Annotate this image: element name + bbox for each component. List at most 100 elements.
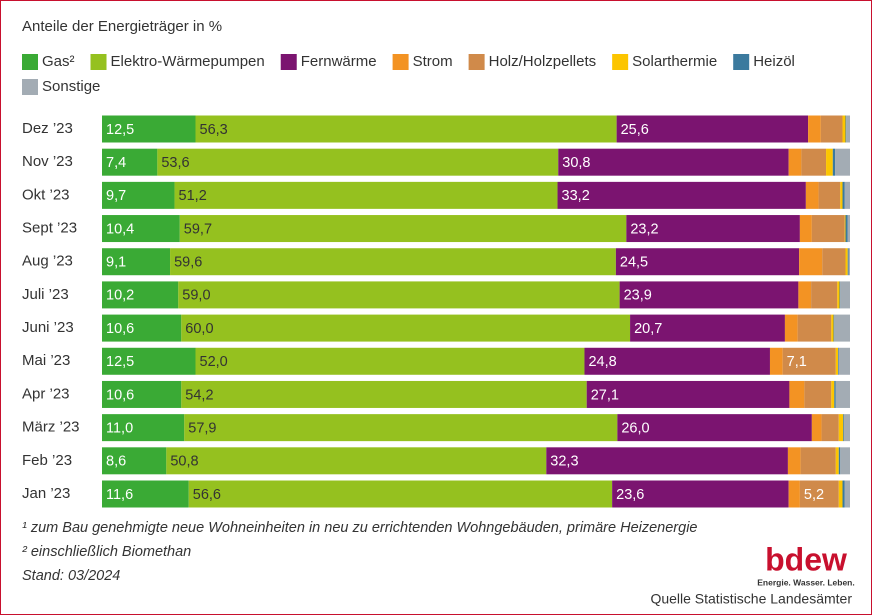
bar-segment — [844, 480, 850, 508]
bar-segment — [821, 414, 839, 442]
value-label: 12,5 — [106, 122, 134, 138]
value-label: 51,2 — [179, 188, 207, 204]
y-tick-label: Nov ’23 — [22, 153, 73, 170]
bar-segment — [546, 447, 788, 475]
value-label: 9,1 — [106, 255, 126, 271]
bar-segment — [799, 215, 812, 243]
legend-swatch — [612, 54, 629, 70]
bar-segment — [170, 248, 616, 276]
bar-segment — [179, 215, 627, 243]
bar-segment — [102, 480, 189, 508]
bar-segment — [184, 414, 618, 442]
bar-segment — [832, 148, 836, 176]
bar-segment — [616, 115, 809, 143]
bar-segment — [838, 480, 843, 508]
value-label: 57,9 — [188, 420, 216, 436]
footnote: ¹ zum Bau genehmigte neue Wohneinheiten … — [22, 520, 697, 536]
value-label: 56,3 — [200, 122, 228, 138]
bar-segment — [102, 347, 196, 375]
bar-segment — [843, 414, 845, 442]
bar-segment — [846, 115, 850, 143]
bar-segment — [835, 347, 839, 375]
bar-segment — [799, 480, 839, 508]
value-label: 30,8 — [562, 155, 590, 171]
y-tick-label: Aug ’23 — [22, 253, 73, 270]
value-label: 25,6 — [621, 122, 649, 138]
bar-segment — [174, 181, 558, 209]
bar-segment — [557, 181, 806, 209]
y-tick-label: Dez ’23 — [22, 120, 73, 137]
bar-segment — [834, 380, 836, 408]
bar-segment — [789, 380, 805, 408]
bar-segment — [842, 181, 845, 209]
bar-segment — [834, 314, 850, 342]
value-label: 24,8 — [588, 354, 616, 370]
value-label: 24,5 — [620, 255, 648, 271]
bar-segment — [831, 314, 834, 342]
legend-swatch — [280, 54, 297, 70]
legend-swatch — [468, 54, 485, 70]
value-label: 20,7 — [634, 321, 662, 337]
bar-segment — [811, 281, 838, 309]
value-label: 23,6 — [616, 487, 644, 503]
bar-segment — [831, 380, 835, 408]
bar-segment — [102, 248, 171, 276]
bar-segment — [788, 480, 800, 508]
value-label: 32,3 — [550, 454, 578, 470]
value-label: 27,1 — [591, 387, 619, 403]
bar-segment — [787, 447, 801, 475]
bar-segment — [769, 347, 783, 375]
value-label: 10,6 — [106, 321, 134, 337]
value-label: 23,2 — [630, 221, 658, 237]
bar-segment — [195, 115, 617, 143]
bar-segment — [811, 414, 822, 442]
legend-label: Solarthermie — [632, 53, 717, 70]
value-label: 11,0 — [106, 420, 133, 436]
bar-segment — [848, 248, 850, 276]
bar-segment — [840, 281, 850, 309]
bar-segment — [840, 181, 843, 209]
value-label: 54,2 — [185, 387, 213, 403]
value-label: 26,0 — [621, 420, 649, 436]
value-label: 11,6 — [106, 487, 133, 503]
value-label: 33,2 — [562, 188, 590, 204]
bar-segment — [798, 281, 812, 309]
bar-segment — [178, 281, 620, 309]
bar-segment — [838, 414, 844, 442]
legend-label: Sonstige — [42, 78, 100, 95]
value-label: 12,5 — [106, 354, 134, 370]
bar-segment — [784, 314, 798, 342]
legend-swatch — [90, 54, 107, 70]
bar-segment — [835, 447, 839, 475]
bar-segment — [845, 215, 848, 243]
value-label: 10,4 — [106, 221, 134, 237]
logo-slogan: Energie. Wasser. Leben. — [757, 577, 854, 587]
bar-segment — [166, 447, 547, 475]
bar-segment — [102, 181, 175, 209]
value-label: 7,4 — [106, 155, 126, 171]
bar-segment — [844, 215, 846, 243]
source: Quelle Statistische Landesämter — [650, 591, 852, 607]
bar-segment — [102, 281, 179, 309]
legend-swatch — [22, 54, 38, 70]
bar-segment — [839, 281, 841, 309]
bar-segment — [826, 148, 833, 176]
bar-segment — [584, 347, 770, 375]
y-tick-label: Mai ’23 — [22, 352, 70, 369]
value-label: 9,7 — [106, 188, 126, 204]
bar-segment — [835, 380, 850, 408]
bar-segment — [822, 248, 846, 276]
bar-segment — [838, 347, 839, 375]
value-label: 59,7 — [184, 221, 212, 237]
bar-segment — [612, 480, 789, 508]
legend-label: Holz/Holzpellets — [489, 53, 597, 70]
chart-title: Anteile der Energieträger in % — [22, 18, 222, 35]
bar-segment — [626, 215, 800, 243]
bar-segment — [837, 281, 840, 309]
legend-swatch — [22, 79, 38, 95]
bar-segment — [102, 148, 158, 176]
legend-label: Heizöl — [753, 53, 795, 70]
bar-segment — [844, 181, 850, 209]
bar-segment — [615, 248, 800, 276]
value-label: 10,2 — [106, 288, 134, 304]
